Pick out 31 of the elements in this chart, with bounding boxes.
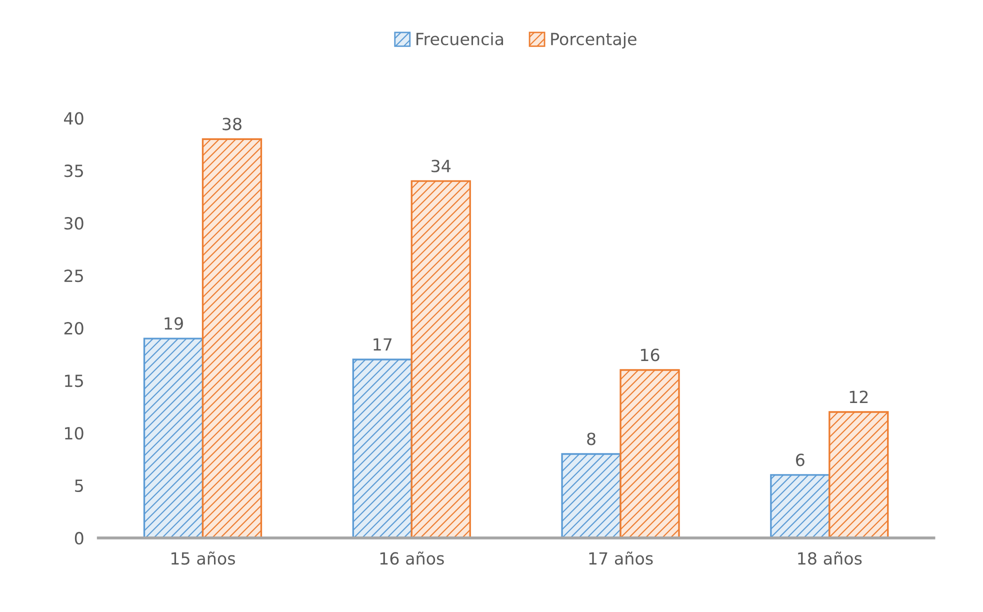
data-label: 8	[587, 432, 596, 446]
bar	[561, 453, 622, 538]
bar	[828, 411, 889, 538]
data-label: 38	[222, 118, 242, 130]
y-tick-label: 20	[64, 322, 84, 335]
y-tick-label: 35	[64, 164, 83, 178]
y-tick-label: 15	[65, 374, 83, 388]
bar	[202, 138, 262, 538]
bar	[352, 358, 412, 538]
legend-label: Porcentaje	[551, 32, 636, 49]
x-tick-label: 17 años	[589, 552, 653, 565]
x-tick-label: 18 años	[798, 552, 862, 565]
y-tick-label: 25	[64, 270, 83, 282]
y-tick-label: 0	[74, 532, 84, 545]
data-label: 6	[796, 454, 804, 466]
y-tick-label: 30	[64, 217, 84, 230]
x-tick-label: 15 años	[171, 552, 236, 565]
data-label: 19	[164, 317, 183, 330]
y-tick-label: 5	[75, 480, 83, 492]
bar	[620, 369, 680, 538]
data-label: 16	[640, 348, 660, 362]
bar	[143, 338, 204, 538]
legend-label: Frecuencia	[416, 32, 504, 46]
y-tick-label: 10	[65, 426, 84, 440]
bar	[410, 180, 471, 538]
data-label: 17	[374, 338, 392, 350]
x-tick-label: 16 años	[380, 552, 444, 565]
bar	[770, 474, 830, 538]
data-label: 12	[850, 390, 868, 403]
y-tick-label: 40	[64, 112, 84, 125]
data-label: 34	[432, 160, 451, 172]
